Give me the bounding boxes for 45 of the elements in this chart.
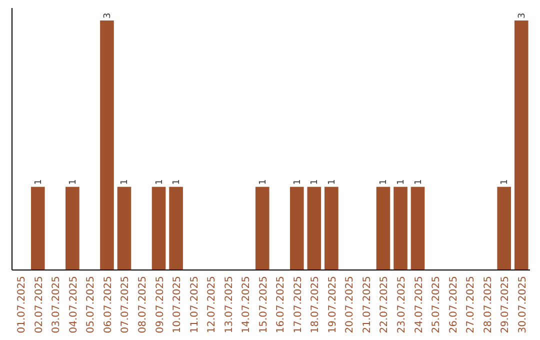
x-tick-label: 06.07.2025	[102, 276, 114, 334]
x-tick-label: 25.07.2025	[431, 276, 442, 334]
x-tick-label: 18.07.2025	[310, 276, 322, 334]
x-tick-label: 21.07.2025	[362, 276, 373, 334]
data-label: 1	[500, 179, 510, 185]
data-label: 1	[258, 179, 268, 185]
data-label: 1	[292, 179, 303, 185]
x-tick-label: 28.07.2025	[482, 276, 494, 334]
data-label: 1	[396, 179, 406, 185]
x-tick-label: 27.07.2025	[466, 276, 477, 334]
x-tick-label: 05.07.2025	[86, 276, 97, 334]
x-tick-label: 26.07.2025	[448, 276, 460, 334]
x-tick-label: 03.07.2025	[51, 276, 62, 334]
x-tick-label: 24.07.2025	[414, 276, 425, 334]
x-tick-label: 14.07.2025	[241, 276, 252, 334]
x-tick-label: 04.07.2025	[68, 276, 80, 334]
data-label: 3	[102, 12, 113, 18]
x-tick-label: 10.07.2025	[172, 276, 184, 334]
x-tick-label: 15.07.2025	[258, 276, 270, 334]
x-tick-label: 19.07.2025	[327, 276, 338, 334]
x-tick-label: 20.07.2025	[344, 276, 356, 334]
x-tick-label: 30.07.2025	[517, 276, 528, 334]
x-tick-label: 01.07.2025	[16, 276, 28, 334]
x-tick-label: 07.07.2025	[120, 276, 132, 334]
x-tick-label: 02.07.2025	[34, 276, 45, 334]
data-label: 1	[379, 179, 390, 185]
data-label: 1	[310, 179, 320, 185]
x-tick-label: 11.07.2025	[189, 276, 200, 334]
data-label: 1	[68, 179, 78, 185]
data-label: 3	[517, 12, 528, 18]
x-tick-label: 13.07.2025	[224, 276, 235, 334]
x-tick-label: 22.07.2025	[379, 276, 390, 334]
x-tick-label: 16.07.2025	[276, 276, 287, 334]
data-label: 1	[154, 179, 165, 185]
x-tick-label: 12.07.2025	[206, 276, 218, 334]
x-tick-label: 29.07.2025	[500, 276, 512, 334]
x-tick-label: 09.07.2025	[154, 276, 166, 334]
x-tick-label: 17.07.2025	[292, 276, 304, 334]
data-label: 1	[172, 179, 182, 185]
data-label: 1	[414, 179, 424, 185]
data-label: 1	[120, 179, 130, 185]
x-tick-label: 23.07.2025	[396, 276, 408, 334]
data-label: 1	[327, 179, 338, 185]
data-label: 1	[34, 179, 44, 185]
x-tick-label: 08.07.2025	[138, 276, 148, 334]
